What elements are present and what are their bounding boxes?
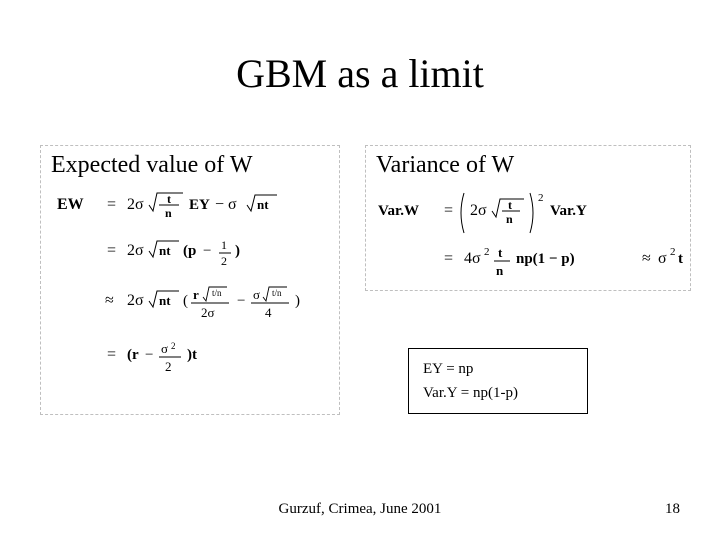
svg-text:− σ: − σ [215,196,237,213]
svg-text:)t: )t [187,347,197,363]
svg-text:1: 1 [221,238,227,252]
svg-text:2σ: 2σ [127,292,144,309]
svg-text:2σ: 2σ [127,242,144,259]
ey-line: EY = np [423,357,573,381]
svg-text:): ) [235,243,240,259]
svg-text:=: = [444,250,453,267]
svg-text:=: = [107,346,116,363]
variance-math: Var.W = 2σ t n 2 [366,181,690,296]
svg-text:n: n [496,263,504,278]
svg-text:): ) [295,293,300,309]
slide-title: GBM as a limit [0,50,720,97]
svg-text:t/n: t/n [272,288,282,298]
svg-text:−: − [237,293,245,309]
svg-text:Var.W: Var.W [378,203,419,219]
svg-text:=: = [444,202,453,219]
variance-header: Variance of W [366,146,690,181]
svg-text:2: 2 [221,254,227,268]
svg-text:4: 4 [265,305,272,320]
vary-line: Var.Y = np(1-p) [423,381,573,405]
svg-text:2: 2 [670,246,676,258]
svg-text:t: t [678,251,683,267]
page-number: 18 [665,501,680,518]
svg-text:2σ: 2σ [201,305,215,320]
svg-text:nt: nt [257,197,269,212]
svg-text:4σ: 4σ [464,250,481,267]
svg-text:n: n [165,206,172,220]
svg-text:≈: ≈ [642,250,651,267]
svg-text:(r: (r [127,347,139,363]
svg-text:(p: (p [183,243,196,259]
svg-text:−: − [203,243,211,259]
svg-text:2: 2 [538,192,544,204]
svg-text:2σ: 2σ [127,196,144,213]
svg-text:EY: EY [189,197,210,213]
svg-text:np(1 − p): np(1 − p) [516,251,575,267]
svg-text:2: 2 [165,359,172,374]
moments-box: EY = np Var.Y = np(1-p) [408,348,588,414]
svg-text:σ: σ [658,250,667,267]
svg-text:nt: nt [159,293,171,308]
variance-panel: Variance of W Var.W = 2σ t n [365,145,691,291]
svg-text:≈: ≈ [105,292,114,309]
expected-value-panel: Expected value of W EW = 2σ t n EY [40,145,340,415]
svg-text:σ: σ [253,287,260,302]
expected-value-header: Expected value of W [41,146,339,181]
svg-text:t/n: t/n [212,288,222,298]
svg-text:Var.Y: Var.Y [550,203,587,219]
svg-text:r: r [193,287,199,302]
svg-text:σ: σ [161,341,168,356]
svg-text:EW: EW [57,196,84,213]
svg-text:n: n [506,212,513,226]
svg-text:−: − [145,347,153,363]
svg-text:(: ( [183,293,188,309]
svg-text:t: t [167,192,171,206]
svg-text:=: = [107,196,116,213]
svg-text:nt: nt [159,243,171,258]
svg-text:t: t [508,198,512,212]
svg-text:t: t [498,245,503,260]
svg-text:2: 2 [484,246,490,258]
footer-location: Gurzuf, Crimea, June 2001 [0,501,720,518]
svg-text:2σ: 2σ [470,202,487,219]
expected-value-math: EW = 2σ t n EY − σ [41,181,339,416]
svg-text:2: 2 [171,341,176,351]
svg-text:=: = [107,242,116,259]
